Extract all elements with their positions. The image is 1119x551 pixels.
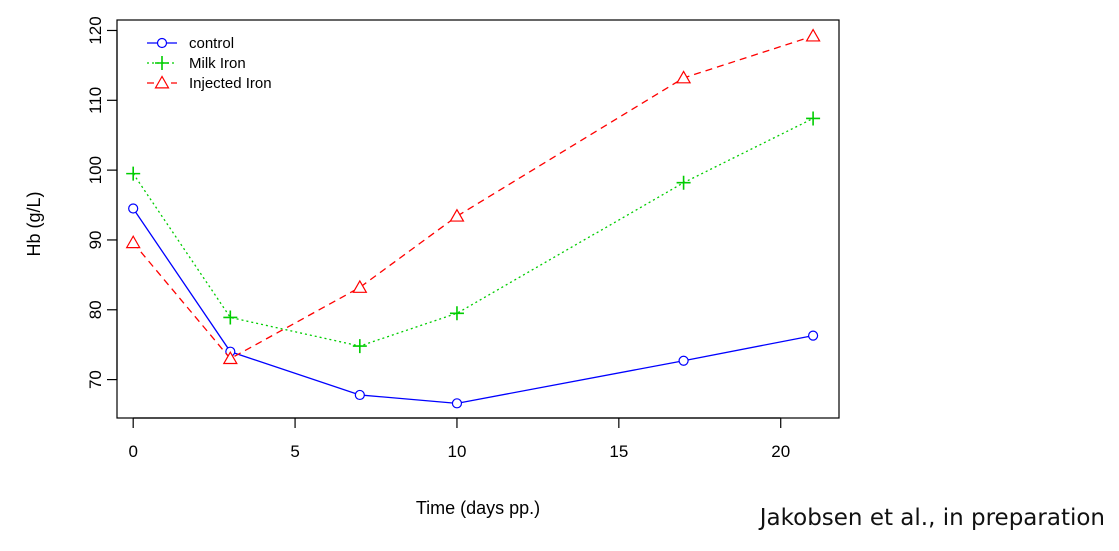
series-line-milk-iron <box>132 117 814 347</box>
data-point-milk-iron <box>352 339 367 354</box>
legend-label-milk-iron: Milk Iron <box>189 55 246 72</box>
y-tick-label: 90 <box>86 230 105 249</box>
legend-marker-milk-iron <box>155 56 169 70</box>
data-point-injected-iron <box>676 70 692 84</box>
data-point-milk-iron <box>806 111 821 126</box>
y-tick-label: 80 <box>86 300 105 319</box>
data-point-control <box>678 355 689 366</box>
legend-label-control: control <box>189 35 234 52</box>
y-axis-title: Hb (g/L) <box>24 191 44 256</box>
series-line-injected-iron <box>132 35 814 360</box>
data-point-injected-iron <box>125 235 141 249</box>
y-tick-label: 70 <box>86 370 105 389</box>
legend-label-injected-iron: Injected Iron <box>189 75 272 92</box>
data-point-injected-iron <box>222 350 238 365</box>
x-axis-title: Time (days pp.) <box>416 498 540 518</box>
data-point-control <box>807 330 819 341</box>
x-tick-label: 20 <box>771 442 790 461</box>
data-point-control <box>128 203 139 214</box>
legend-marker-injected-iron <box>154 75 170 89</box>
series-injected-iron <box>125 28 821 365</box>
x-axis: 0 5 10 15 20 <box>128 417 790 461</box>
data-point-injected-iron <box>352 279 368 293</box>
series-milk-iron <box>126 111 821 354</box>
legend-item-control: control <box>147 35 234 52</box>
data-point-injected-iron <box>449 208 465 222</box>
data-point-milk-iron <box>676 175 691 190</box>
series-control <box>128 203 819 409</box>
data-point-milk-iron <box>126 166 141 181</box>
legend: control Milk Iron Injected Iron <box>147 35 272 92</box>
x-tick-label: 5 <box>290 442 299 461</box>
legend-item-injected-iron: Injected Iron <box>147 75 272 92</box>
data-point-control <box>451 398 463 409</box>
data-point-milk-iron <box>449 306 464 321</box>
y-axis: 70 80 90 100 110 120 <box>86 16 118 389</box>
legend-marker-control <box>156 37 168 49</box>
x-tick-label: 10 <box>447 442 466 461</box>
data-point-milk-iron <box>223 310 238 325</box>
series-line-control <box>132 208 814 404</box>
y-tick-label: 120 <box>86 16 105 44</box>
x-tick-label: 15 <box>609 442 628 461</box>
legend-item-milk-iron: Milk Iron <box>147 55 246 72</box>
y-tick-label: 110 <box>86 87 105 114</box>
citation-note: Jakobsen et al., in preparation <box>759 505 1105 531</box>
y-tick-label: 100 <box>86 156 105 184</box>
series-layer <box>125 28 821 409</box>
data-point-control <box>354 389 365 401</box>
data-point-injected-iron <box>805 28 821 42</box>
x-tick-label: 0 <box>128 442 137 461</box>
